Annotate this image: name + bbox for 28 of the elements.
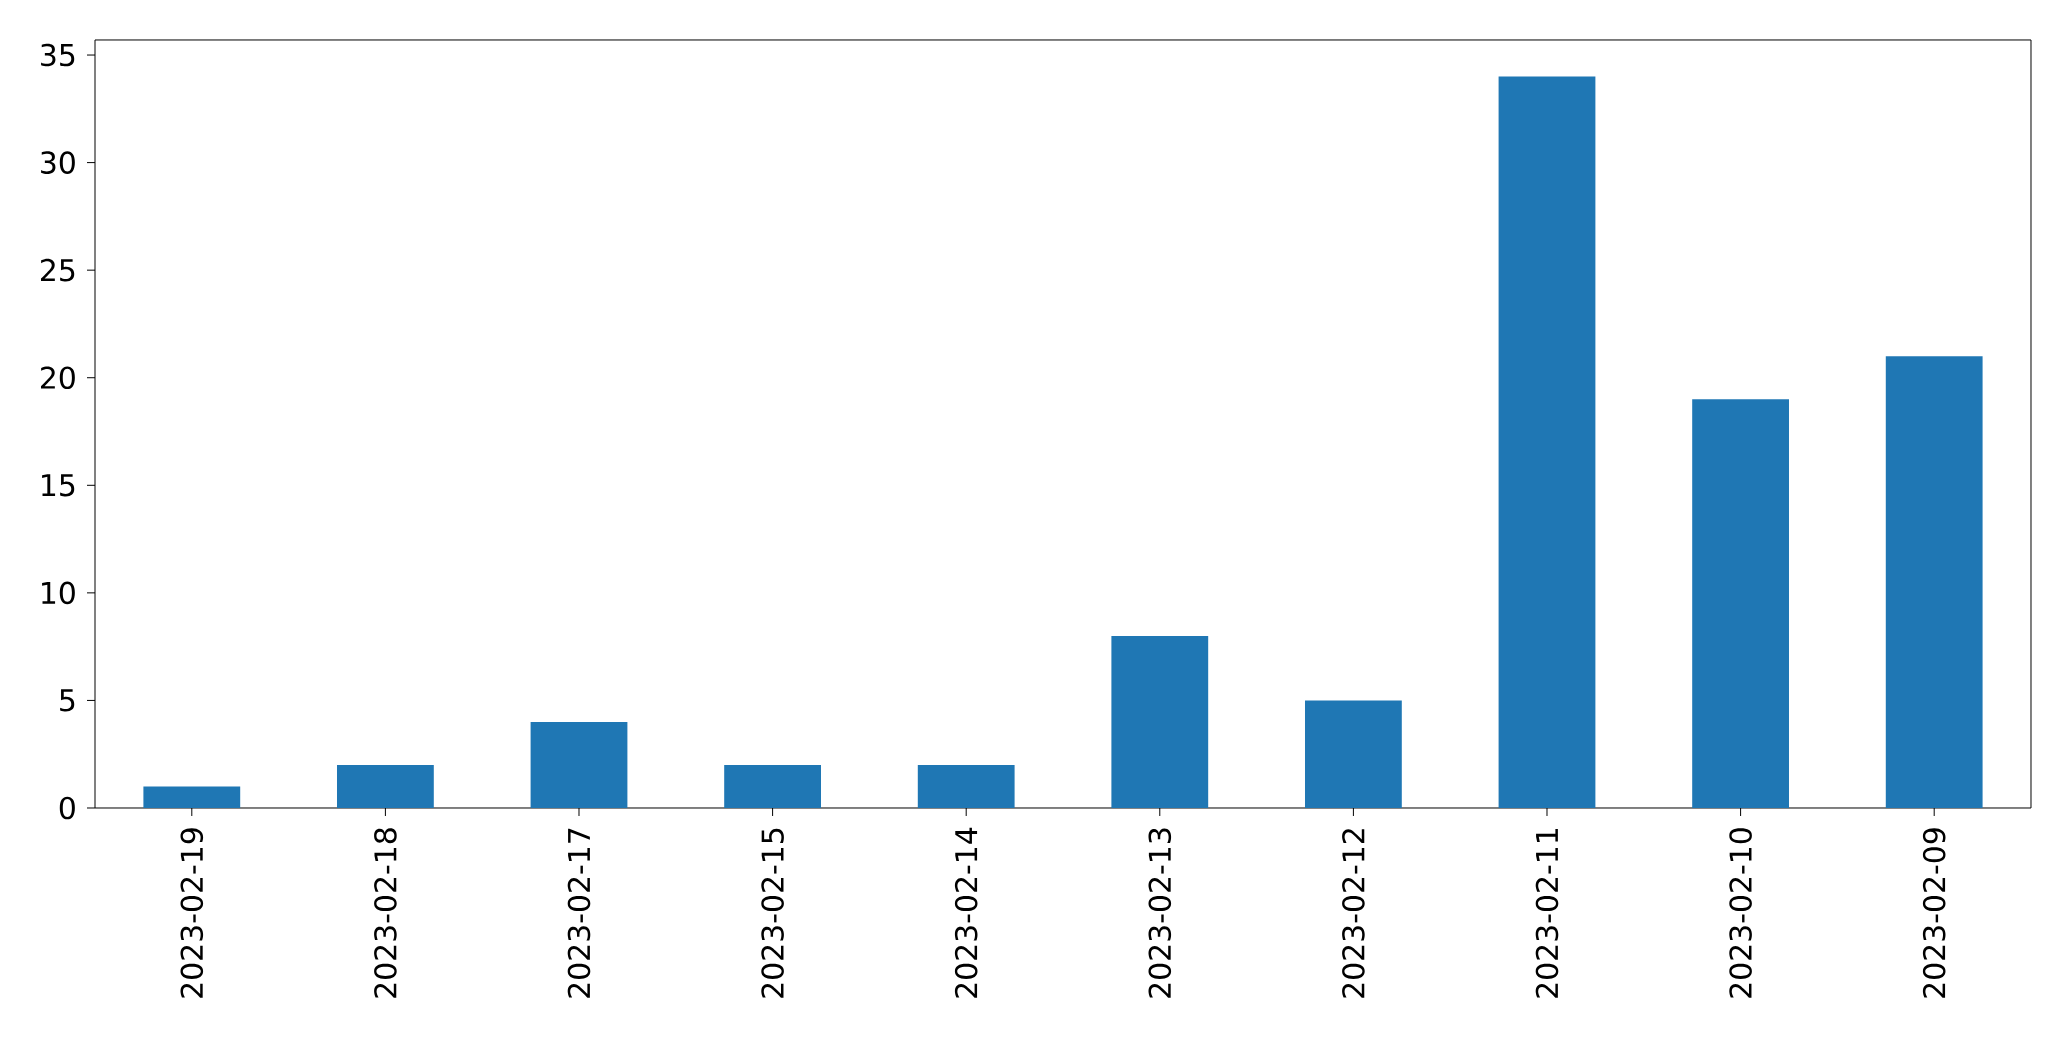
x-tick-label: 2023-02-17	[567, 828, 591, 998]
y-tick-label: 10	[42, 581, 75, 605]
x-tick-label: 2023-02-12	[1342, 829, 1365, 998]
y-tick-label: 15	[42, 474, 75, 497]
bar	[1885, 356, 1983, 808]
x-tick-label: 2023-02-10	[1729, 828, 1752, 998]
y-tick-label: 35	[41, 43, 75, 67]
bar	[1498, 76, 1596, 808]
bar	[1111, 635, 1209, 808]
bar	[917, 764, 1015, 808]
bar	[143, 786, 241, 808]
y-tick-label: 5	[60, 689, 75, 712]
y-tick-label: 30	[41, 151, 75, 174]
x-tick-label: 2023-02-19	[180, 828, 204, 998]
y-tick-label: 25	[41, 258, 75, 282]
y-tick-label: 0	[59, 796, 75, 820]
x-tick-label: 2023-02-14	[954, 827, 978, 998]
y-tick-label: 20	[41, 366, 75, 390]
bar	[530, 721, 628, 808]
bar	[724, 764, 821, 808]
x-tick-label: 2023-02-15	[761, 828, 784, 998]
x-tick-label: 2023-02-18	[374, 828, 397, 998]
bar	[1692, 399, 1789, 808]
x-tick-label: 2023-02-13	[1148, 828, 1172, 998]
x-tick-label: 2023-02-11	[1535, 828, 1559, 998]
bar	[337, 764, 434, 808]
bar	[1305, 700, 1402, 808]
x-tick-label: 2023-02-09	[1922, 828, 1946, 998]
